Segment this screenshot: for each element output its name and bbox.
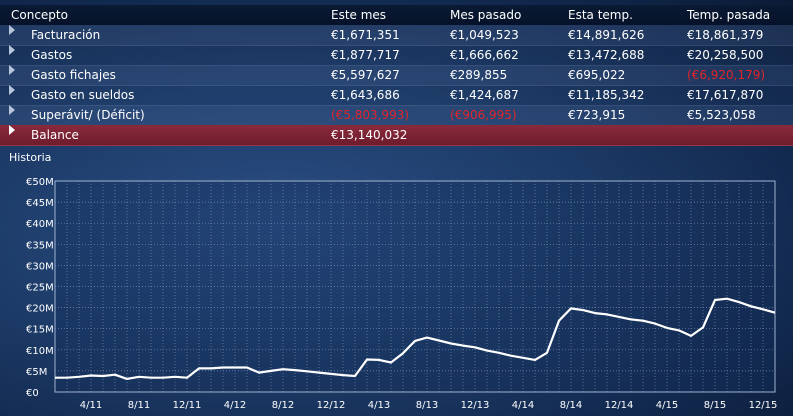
row-value: €1,643,686	[331, 88, 400, 102]
y-tick-label: €35M	[26, 240, 54, 251]
x-tick-label: 8/12	[272, 400, 294, 411]
table-row[interactable]: Superávit/ (Déficit) (€5,803,993) (€906,…	[0, 105, 793, 126]
y-tick-label: €25M	[26, 283, 54, 294]
history-title: Historia	[9, 151, 52, 164]
row-value: €1,424,687	[450, 88, 519, 102]
row-value: €695,022	[568, 68, 626, 82]
y-tick-label: €30M	[26, 261, 54, 272]
table-header: Concepto Este mes Mes pasado Esta temp. …	[0, 5, 793, 25]
expand-arrow-icon[interactable]	[9, 45, 15, 55]
row-value: €723,915	[568, 108, 626, 122]
table-row[interactable]: Gastos €1,877,717 €1,666,662 €13,472,688…	[0, 45, 793, 66]
row-value: €14,891,626	[568, 28, 645, 42]
x-tick-label: 12/15	[749, 400, 778, 411]
y-tick-label: €40M	[26, 219, 54, 230]
expand-arrow-icon[interactable]	[9, 125, 15, 135]
history-chart: €0 €5M €10M €15M €20M €25M €30M €35M €40M €45M €50…	[26, 177, 778, 411]
row-value-negative: (€5,803,993)	[331, 108, 410, 122]
x-tick-label: 4/12	[224, 400, 246, 411]
x-tick-label: 4/14	[512, 400, 534, 411]
row-concept: Gasto en sueldos	[31, 88, 135, 102]
row-value: €20,258,500	[687, 48, 764, 62]
expand-arrow-icon[interactable]	[9, 65, 15, 75]
row-value: €1,671,351	[331, 28, 400, 42]
table-row[interactable]: Gasto fichajes €5,597,627 €289,855 €695,…	[0, 65, 793, 86]
row-value: €1,049,523	[450, 28, 519, 42]
y-tick-label: €45M	[26, 198, 54, 209]
row-value: €1,666,662	[450, 48, 519, 62]
row-value: €17,617,870	[687, 88, 764, 102]
table-row[interactable]: Gasto en sueldos €1,643,686 €1,424,687 €…	[0, 85, 793, 106]
row-concept: Gastos	[31, 48, 73, 62]
header-este-mes[interactable]: Este mes	[331, 8, 387, 22]
x-tick-label: 8/15	[704, 400, 726, 411]
x-tick-label: 8/13	[416, 400, 438, 411]
expand-arrow-icon[interactable]	[9, 105, 15, 115]
balance-value: €13,140,032	[331, 128, 408, 142]
balance-label: Balance	[31, 128, 79, 142]
x-tick-label: 4/15	[656, 400, 678, 411]
header-mes-pasado[interactable]: Mes pasado	[450, 8, 522, 22]
row-value: €13,472,688	[568, 48, 645, 62]
row-value-negative: (€6,920,179)	[687, 68, 766, 82]
row-value: €289,855	[450, 68, 508, 82]
row-concept: Gasto fichajes	[31, 68, 116, 82]
x-tick-label: 4/13	[368, 400, 390, 411]
expand-arrow-icon[interactable]	[9, 25, 15, 35]
y-tick-label: €50M	[26, 177, 54, 188]
x-tick-label: 8/11	[128, 400, 150, 411]
row-value: €18,861,379	[687, 28, 764, 42]
x-tick-label: 12/13	[461, 400, 490, 411]
balance-row[interactable]: Balance €13,140,032	[0, 125, 793, 146]
expand-arrow-icon[interactable]	[9, 85, 15, 95]
x-tick-label: 12/12	[317, 400, 346, 411]
table-row[interactable]: Facturación €1,671,351 €1,049,523 €14,89…	[0, 25, 793, 46]
y-tick-label: €20M	[26, 304, 54, 315]
row-value: €1,877,717	[331, 48, 400, 62]
row-value-negative: (€906,995)	[450, 108, 517, 122]
y-tick-label: €5M	[26, 367, 47, 378]
x-tick-label: 8/14	[560, 400, 582, 411]
y-tick-label: €10M	[26, 346, 54, 357]
row-value: €11,185,342	[568, 88, 645, 102]
row-value: €5,523,058	[687, 108, 756, 122]
x-tick-label: 12/14	[605, 400, 634, 411]
series-line	[55, 297, 776, 380]
row-concept: Superávit/ (Déficit)	[31, 108, 145, 122]
header-concepto[interactable]: Concepto	[11, 8, 68, 22]
header-temp-pasada[interactable]: Temp. pasada	[687, 8, 771, 22]
x-tick-label: 4/11	[80, 400, 102, 411]
y-tick-label: €15M	[26, 325, 54, 336]
x-tick-label: 12/11	[173, 400, 202, 411]
y-tick-label: €0	[26, 388, 39, 399]
row-value: €5,597,627	[331, 68, 400, 82]
row-concept: Facturación	[31, 28, 101, 42]
header-esta-temp[interactable]: Esta temp.	[568, 8, 633, 22]
